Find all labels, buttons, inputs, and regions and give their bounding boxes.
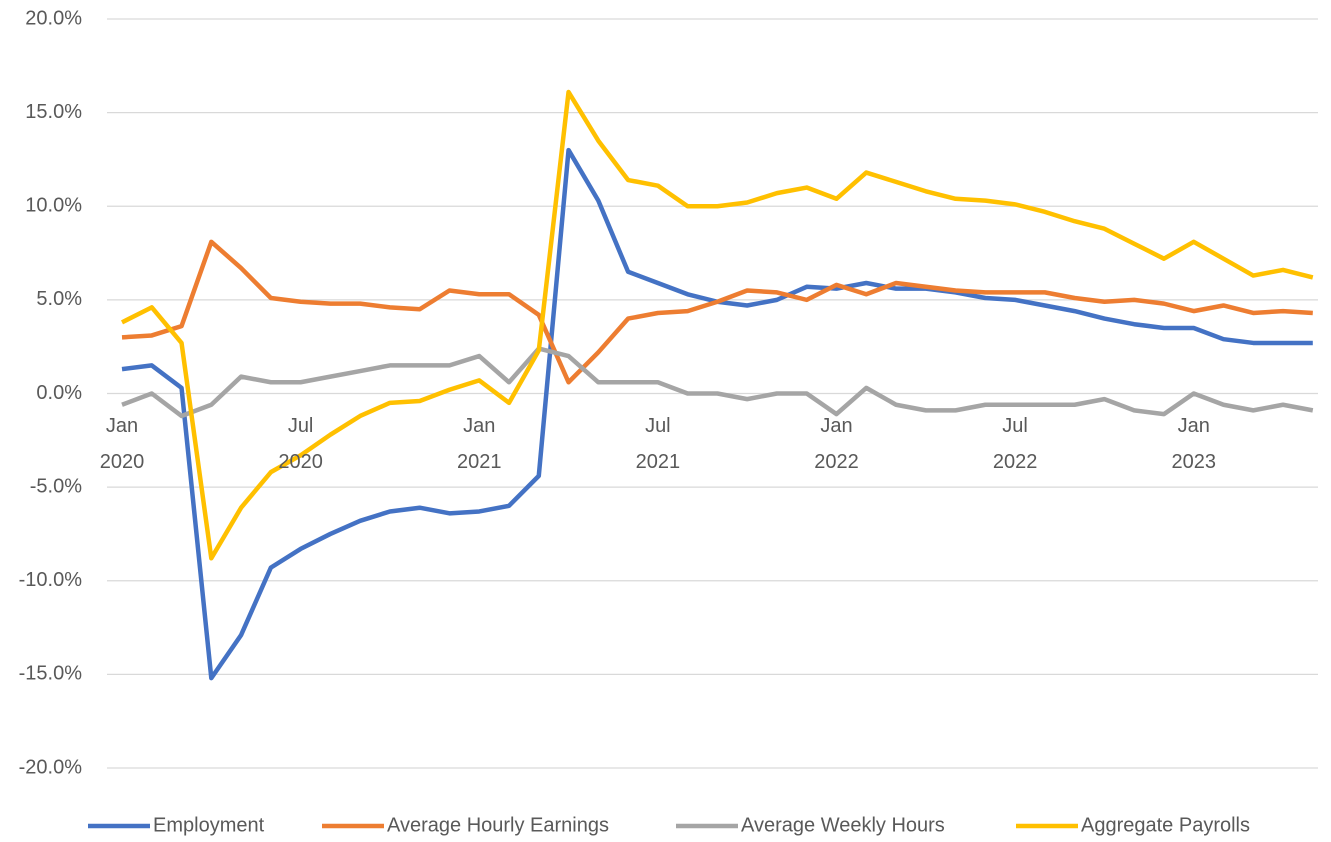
y-tick-label: 0.0% [36, 382, 82, 404]
y-tick-label: 10.0% [25, 195, 82, 217]
x-tick-label: Jan 2022 [814, 415, 859, 473]
x-tick-label: Jul 2022 [992, 415, 1038, 473]
y-tick-label: 15.0% [25, 101, 82, 123]
series-line [121, 346, 1314, 419]
x-tick-label: Jan 2023 [1171, 415, 1216, 473]
series-line [120, 89, 1314, 561]
x-tick-label: Jan 2020 [99, 415, 145, 473]
y-tick-label: 5.0% [36, 288, 82, 310]
y-tick-label: -20.0% [19, 756, 83, 778]
legend-label: Aggregate Payrolls [1081, 814, 1250, 836]
series-line [121, 239, 1313, 385]
x-tick-label: Jul 2021 [635, 415, 681, 473]
y-tick-label: -15.0% [19, 663, 83, 685]
legend-label: Employment [153, 814, 265, 836]
legend-label: Average Hourly Earnings [387, 814, 609, 836]
y-tick-label: -5.0% [30, 475, 82, 497]
y-tick-label: -10.0% [19, 569, 83, 591]
y-tick-label: 20.0% [25, 7, 82, 29]
legend-label: Average Weekly Hours [741, 814, 945, 836]
x-tick-label: Jan 2021 [456, 415, 502, 473]
x-tick-label: Jul 2020 [278, 415, 323, 473]
